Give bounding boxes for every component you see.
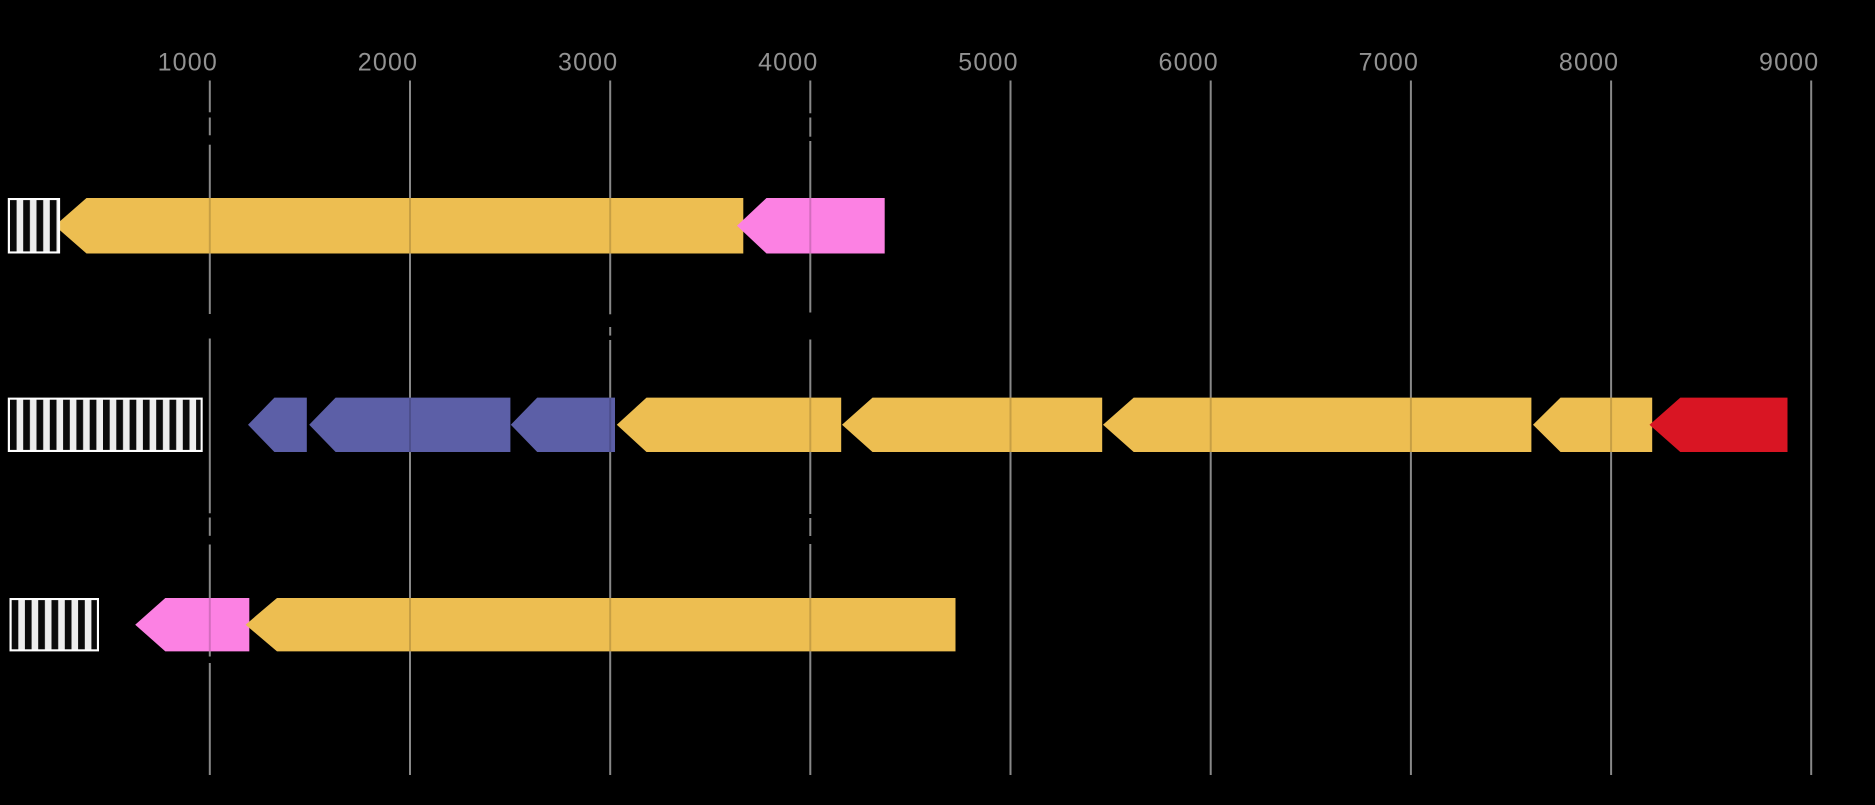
svg-text:2000: 2000 (358, 49, 418, 77)
svg-text:9000: 9000 (1759, 49, 1819, 77)
svg-text:6000: 6000 (1158, 49, 1218, 77)
svg-text:8000: 8000 (1559, 49, 1619, 77)
svg-text:7000: 7000 (1359, 49, 1419, 77)
svg-text:4000: 4000 (758, 49, 818, 77)
svg-text:1000: 1000 (158, 49, 218, 77)
svg-text:5000: 5000 (958, 49, 1018, 77)
svg-text:3000: 3000 (558, 49, 618, 77)
